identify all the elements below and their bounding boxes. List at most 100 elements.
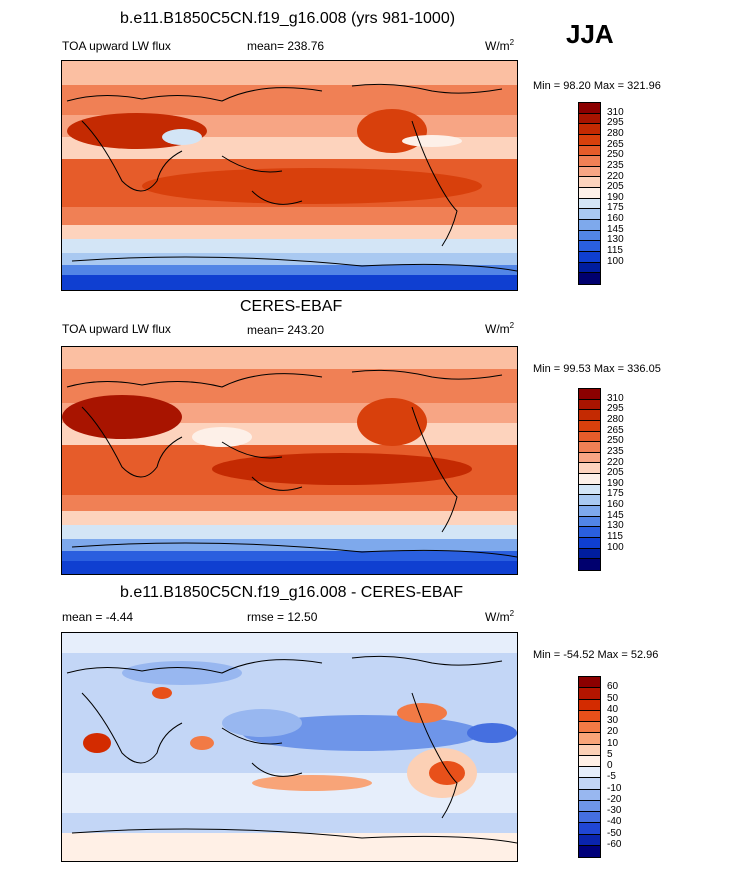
colorbar-segment xyxy=(579,188,600,199)
colorbar-segment xyxy=(579,677,600,689)
colorbar-tick-label: 10 xyxy=(607,737,619,749)
colorbar-segment xyxy=(579,103,600,114)
colorbar-segment xyxy=(579,134,600,146)
colorbar-tick-label: -20 xyxy=(607,793,622,805)
colorbar-tick-label: 0 xyxy=(607,760,613,771)
colorbar-tick-label: 265 xyxy=(607,424,624,436)
colorbar-segment xyxy=(579,527,600,538)
colorbar-tick-label: 175 xyxy=(607,202,624,214)
colorbar-segment xyxy=(579,823,600,835)
colorbar-tick-label: 220 xyxy=(607,170,624,182)
colorbar-tick-label: 100 xyxy=(607,541,624,553)
panel-2-variable: TOA upward LW flux xyxy=(62,322,171,336)
colorbar-segment xyxy=(579,209,600,221)
colorbar-tick-label: -30 xyxy=(607,805,622,816)
colorbar-segment xyxy=(579,789,600,801)
colorbar-tick-label: 280 xyxy=(607,413,624,425)
colorbar-tick-label: -5 xyxy=(607,771,616,783)
colorbar-segment xyxy=(579,220,600,231)
colorbar-tick-label: 40 xyxy=(607,703,619,715)
colorbar-tick-label: -60 xyxy=(607,838,622,850)
colorbar-segment xyxy=(579,463,600,475)
colorbar-segment xyxy=(579,273,600,284)
colorbar-tick-label: 20 xyxy=(607,726,619,738)
colorbar-tick-label: 295 xyxy=(607,117,624,129)
colorbar-tick-label: 130 xyxy=(607,520,624,532)
colorbar-segment xyxy=(579,484,600,496)
panel-3-mean: mean = -4.44 xyxy=(62,610,134,624)
colorbar-tick-label: 5 xyxy=(607,748,613,760)
colorbar-segment xyxy=(579,474,600,485)
colorbar-tick-label: 235 xyxy=(607,445,624,457)
colorbar-tick-label: 160 xyxy=(607,213,624,225)
colorbar-segment xyxy=(579,834,600,846)
colorbar-segment xyxy=(579,399,600,411)
colorbar-tick-label: 115 xyxy=(607,531,623,543)
colorbar-segment xyxy=(579,113,600,125)
colorbar-tick-label: 295 xyxy=(607,403,624,415)
panel-1-variable: TOA upward LW flux xyxy=(62,39,171,53)
colorbar-segment xyxy=(579,442,600,453)
colorbar-segment xyxy=(579,251,600,263)
panel-1-minmax: Min = 98.20 Max = 321.96 xyxy=(533,80,661,92)
colorbar-tick-label: 265 xyxy=(607,138,624,150)
colorbar-tick-label: 145 xyxy=(607,223,624,235)
colorbar-segment xyxy=(579,710,600,722)
panel-3-colorbar xyxy=(578,676,601,858)
colorbar-tick-label: 60 xyxy=(607,681,619,693)
colorbar-segment xyxy=(579,755,600,767)
colorbar-tick-label: 160 xyxy=(607,499,624,511)
colorbar-tick-label: 145 xyxy=(607,509,624,521)
season-label: JJA xyxy=(566,19,614,49)
colorbar-tick-label: 100 xyxy=(607,255,624,267)
colorbar-tick-label: 310 xyxy=(607,392,624,404)
colorbar-tick-label: -10 xyxy=(607,782,622,794)
colorbar-segment xyxy=(579,812,600,824)
panel-1-colorbar xyxy=(578,102,601,285)
colorbar-segment xyxy=(579,230,600,242)
colorbar-tick-label: 130 xyxy=(607,234,624,246)
panel-2-map xyxy=(61,346,518,575)
colorbar-segment xyxy=(579,722,600,734)
colorbar-segment xyxy=(579,262,600,274)
colorbar-segment xyxy=(579,516,600,528)
colorbar-tick-label: 190 xyxy=(607,477,624,489)
colorbar-segment xyxy=(579,452,600,464)
colorbar-tick-label: 30 xyxy=(607,715,619,726)
colorbar-segment xyxy=(579,198,600,210)
colorbar-segment xyxy=(579,537,600,549)
colorbar-tick-label: 175 xyxy=(607,488,624,500)
colorbar-tick-label: 310 xyxy=(607,106,624,118)
panel-2-colorbar xyxy=(578,388,601,571)
colorbar-tick-label: 190 xyxy=(607,191,624,203)
panel-1-map xyxy=(61,60,518,291)
colorbar-segment xyxy=(579,548,600,560)
colorbar-tick-label: 220 xyxy=(607,456,624,468)
colorbar-segment xyxy=(579,699,600,711)
colorbar-tick-label: -50 xyxy=(607,827,622,839)
panel-2-minmax: Min = 99.53 Max = 336.05 xyxy=(533,363,661,375)
colorbar-segment xyxy=(579,124,600,135)
colorbar-segment xyxy=(579,177,600,189)
colorbar-segment xyxy=(579,845,600,857)
panel-3-title: b.e11.B1850C5CN.f19_g16.008 - CERES-EBAF xyxy=(120,584,464,601)
colorbar-segment xyxy=(579,559,600,570)
colorbar-segment xyxy=(579,389,600,400)
panel-1-title: b.e11.B1850C5CN.f19_g16.008 (yrs 981-100… xyxy=(120,10,456,27)
colorbar-segment xyxy=(579,733,600,745)
colorbar-tick-label: 280 xyxy=(607,127,624,139)
colorbar-segment xyxy=(579,744,600,756)
colorbar-segment xyxy=(579,241,600,252)
panel-2-mean: mean= 243.20 xyxy=(247,323,325,337)
panel-3-rmse: rmse = 12.50 xyxy=(247,610,318,624)
panel-1-mean: mean= 238.76 xyxy=(247,39,325,53)
colorbar-tick-label: -40 xyxy=(607,816,622,828)
colorbar-segment xyxy=(579,166,600,178)
colorbar-tick-label: 205 xyxy=(607,467,624,479)
panel-3-units: W/m2 xyxy=(485,609,515,624)
colorbar-segment xyxy=(579,420,600,432)
colorbar-segment xyxy=(579,431,600,443)
panel-3-minmax: Min = -54.52 Max = 52.96 xyxy=(533,649,659,661)
panel-2-title: CERES-EBAF xyxy=(240,298,343,315)
colorbar-segment xyxy=(579,800,600,812)
